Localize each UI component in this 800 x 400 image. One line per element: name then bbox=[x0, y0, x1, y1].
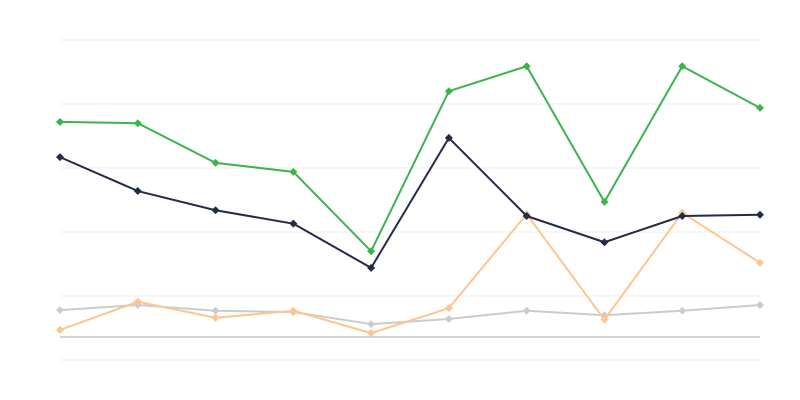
data-point[interactable] bbox=[678, 212, 687, 220]
data-point[interactable] bbox=[522, 62, 531, 71]
data-point[interactable] bbox=[211, 306, 220, 315]
data-point[interactable] bbox=[133, 187, 142, 196]
data-point[interactable] bbox=[56, 306, 64, 315]
gridlines bbox=[60, 39, 760, 361]
series-2 bbox=[56, 208, 764, 338]
data-point[interactable] bbox=[367, 320, 376, 329]
series-group bbox=[56, 62, 764, 338]
data-point[interactable] bbox=[289, 306, 298, 315]
data-point[interactable] bbox=[56, 153, 64, 162]
data-point[interactable] bbox=[756, 103, 764, 112]
data-point[interactable] bbox=[289, 167, 298, 176]
data-point[interactable] bbox=[600, 238, 609, 247]
data-point[interactable] bbox=[211, 158, 220, 167]
data-point[interactable] bbox=[678, 62, 687, 71]
data-point[interactable] bbox=[211, 313, 220, 322]
data-point[interactable] bbox=[56, 117, 64, 126]
data-point[interactable] bbox=[756, 300, 764, 309]
data-point[interactable] bbox=[289, 219, 298, 228]
data-point[interactable] bbox=[444, 133, 453, 142]
data-point[interactable] bbox=[678, 306, 687, 315]
data-point[interactable] bbox=[367, 247, 376, 256]
series-line bbox=[59, 136, 761, 269]
data-point[interactable] bbox=[133, 297, 142, 306]
series-3 bbox=[56, 300, 764, 329]
series-line bbox=[59, 65, 761, 253]
data-point[interactable] bbox=[444, 87, 453, 96]
data-point[interactable] bbox=[756, 258, 764, 267]
data-point[interactable] bbox=[522, 306, 531, 315]
data-point[interactable] bbox=[444, 304, 453, 313]
data-point[interactable] bbox=[367, 329, 376, 338]
data-point[interactable] bbox=[522, 212, 531, 220]
series-0 bbox=[56, 62, 764, 256]
data-point[interactable] bbox=[367, 263, 376, 272]
data-point[interactable] bbox=[600, 315, 609, 324]
data-point[interactable] bbox=[444, 315, 453, 324]
series-line bbox=[59, 211, 761, 335]
data-point[interactable] bbox=[56, 325, 64, 334]
data-point[interactable] bbox=[600, 197, 609, 206]
data-point[interactable] bbox=[756, 210, 764, 219]
series-1 bbox=[56, 133, 764, 272]
data-point[interactable] bbox=[133, 119, 142, 128]
data-point[interactable] bbox=[211, 206, 220, 215]
